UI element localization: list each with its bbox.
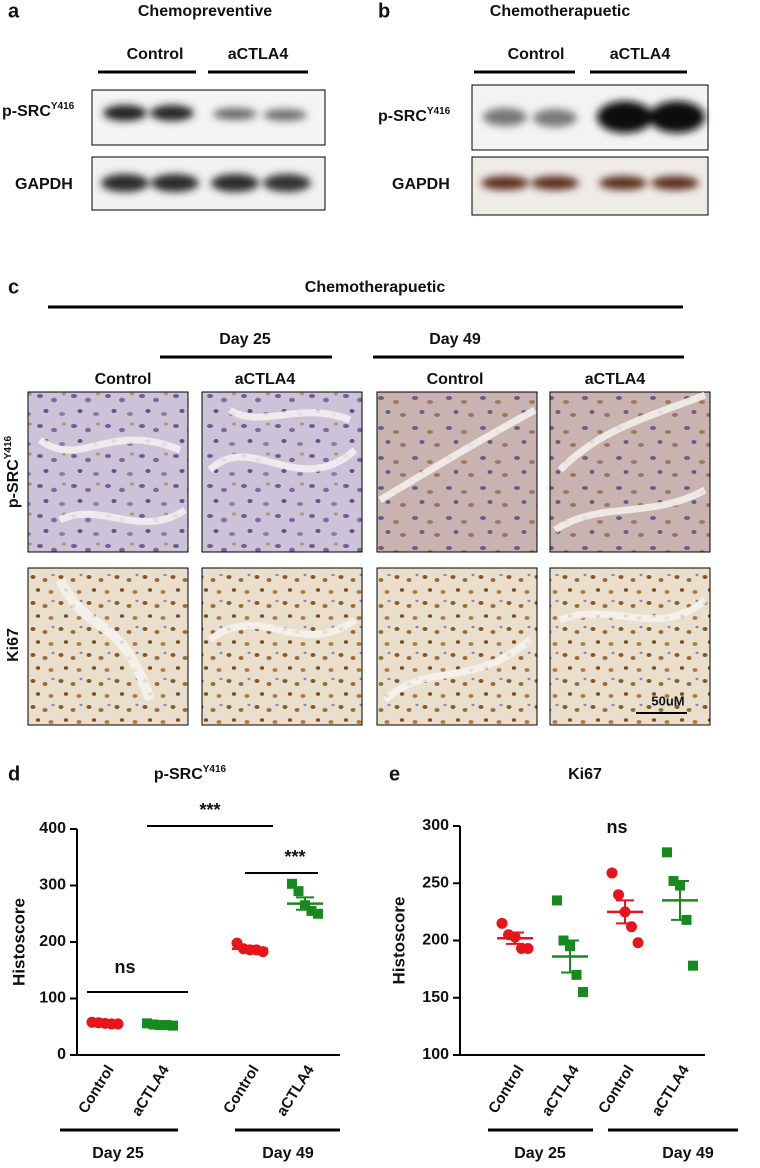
column-label: Control bbox=[427, 371, 484, 388]
group-label: aCTLA4 bbox=[228, 46, 289, 63]
x-tick-label: Control bbox=[220, 1062, 263, 1116]
y-axis-label: Histoscore bbox=[389, 897, 408, 985]
x-tick-label: aCTLA4 bbox=[538, 1062, 583, 1120]
data-point bbox=[287, 878, 297, 889]
y-tick-label: 300 bbox=[422, 817, 449, 834]
y-tick-label: 100 bbox=[39, 990, 66, 1007]
group-label: Control bbox=[127, 46, 184, 63]
panel-label: b bbox=[378, 0, 390, 22]
data-point bbox=[313, 908, 323, 919]
sem-bar bbox=[151, 1023, 169, 1027]
panel-label: d bbox=[8, 763, 20, 785]
blot bbox=[91, 89, 326, 211]
panel-label: a bbox=[8, 0, 20, 22]
day-label: Day 49 bbox=[262, 1145, 314, 1162]
x-tick-label: Control bbox=[595, 1062, 638, 1116]
row-label: p-SRCY416 bbox=[378, 106, 451, 126]
x-tick-label: Control bbox=[75, 1062, 118, 1116]
x-tick-label: aCTLA4 bbox=[273, 1062, 318, 1120]
row-label: GAPDH bbox=[15, 176, 73, 193]
data-point bbox=[632, 937, 644, 949]
data-point bbox=[552, 895, 562, 906]
title-text: Ki67 bbox=[568, 766, 602, 783]
chart-title: Ki67 bbox=[568, 766, 602, 783]
sem-bar bbox=[561, 939, 579, 974]
chart-title: p-SRCY416 bbox=[154, 764, 227, 784]
row-label: Ki67 bbox=[5, 628, 22, 662]
row-label: GAPDH bbox=[392, 176, 450, 193]
group-label: Control bbox=[508, 46, 565, 63]
panel-title: Chemotherapuetic bbox=[305, 279, 446, 296]
sem-bar bbox=[296, 896, 314, 911]
y-tick-label: 300 bbox=[39, 877, 66, 894]
column-label: Control bbox=[95, 371, 152, 388]
day-label: Day 49 bbox=[429, 331, 481, 348]
day-label: Day 25 bbox=[92, 1145, 144, 1162]
y-tick-label: 250 bbox=[422, 874, 449, 891]
sem-bar bbox=[506, 931, 524, 945]
y-axis-label: Histoscore bbox=[9, 898, 28, 986]
tissue-streaks bbox=[37, 391, 708, 703]
data-point bbox=[571, 969, 582, 980]
sem-bar bbox=[616, 899, 634, 925]
data-point bbox=[522, 943, 534, 955]
data-point bbox=[578, 987, 588, 998]
data-point bbox=[496, 917, 508, 929]
x-tick-label: aCTLA4 bbox=[128, 1062, 173, 1120]
y-tick-label: 0 bbox=[57, 1046, 66, 1063]
significance-label: *** bbox=[199, 800, 220, 820]
histology-images bbox=[27, 391, 711, 726]
column-label: aCTLA4 bbox=[585, 371, 646, 388]
row-label: p-SRCY416 bbox=[2, 101, 75, 121]
significance-label: *** bbox=[284, 847, 305, 867]
significance-label: ns bbox=[606, 817, 627, 837]
group-label: aCTLA4 bbox=[610, 46, 671, 63]
data-point bbox=[142, 1018, 152, 1029]
sem-bar bbox=[96, 1021, 114, 1025]
data-point bbox=[306, 905, 317, 916]
day-label: Day 49 bbox=[662, 1145, 714, 1162]
significance-label: ns bbox=[114, 957, 135, 977]
panel-label: e bbox=[389, 763, 400, 785]
data-point bbox=[662, 847, 672, 858]
row-label: p-SRCY416 bbox=[3, 435, 23, 508]
sem-bar bbox=[671, 879, 689, 921]
y-tick-label: 400 bbox=[39, 820, 66, 837]
data-point bbox=[613, 889, 624, 901]
data-point bbox=[606, 867, 618, 879]
day-label: Day 25 bbox=[514, 1145, 566, 1162]
sem-bar bbox=[241, 944, 259, 953]
panel-title: Chemotherapuetic bbox=[490, 3, 631, 20]
scale-bar-label: 50uM bbox=[651, 693, 684, 708]
title-sup: Y416 bbox=[203, 764, 227, 775]
blot bbox=[471, 84, 709, 216]
y-tick-label: 100 bbox=[422, 1046, 449, 1063]
data-point bbox=[293, 886, 304, 897]
panel-title: Chemopreventive bbox=[138, 3, 272, 20]
y-tick-label: 200 bbox=[39, 933, 66, 950]
day-label: Day 25 bbox=[219, 331, 271, 348]
y-tick-label: 200 bbox=[422, 932, 449, 949]
panel-label: c bbox=[8, 276, 19, 298]
title-text: p-SRC bbox=[154, 766, 203, 783]
column-label: aCTLA4 bbox=[235, 371, 296, 388]
y-tick-label: 150 bbox=[422, 989, 449, 1006]
x-tick-label: Control bbox=[485, 1062, 528, 1116]
x-tick-label: aCTLA4 bbox=[648, 1062, 693, 1120]
data-point bbox=[688, 960, 698, 971]
